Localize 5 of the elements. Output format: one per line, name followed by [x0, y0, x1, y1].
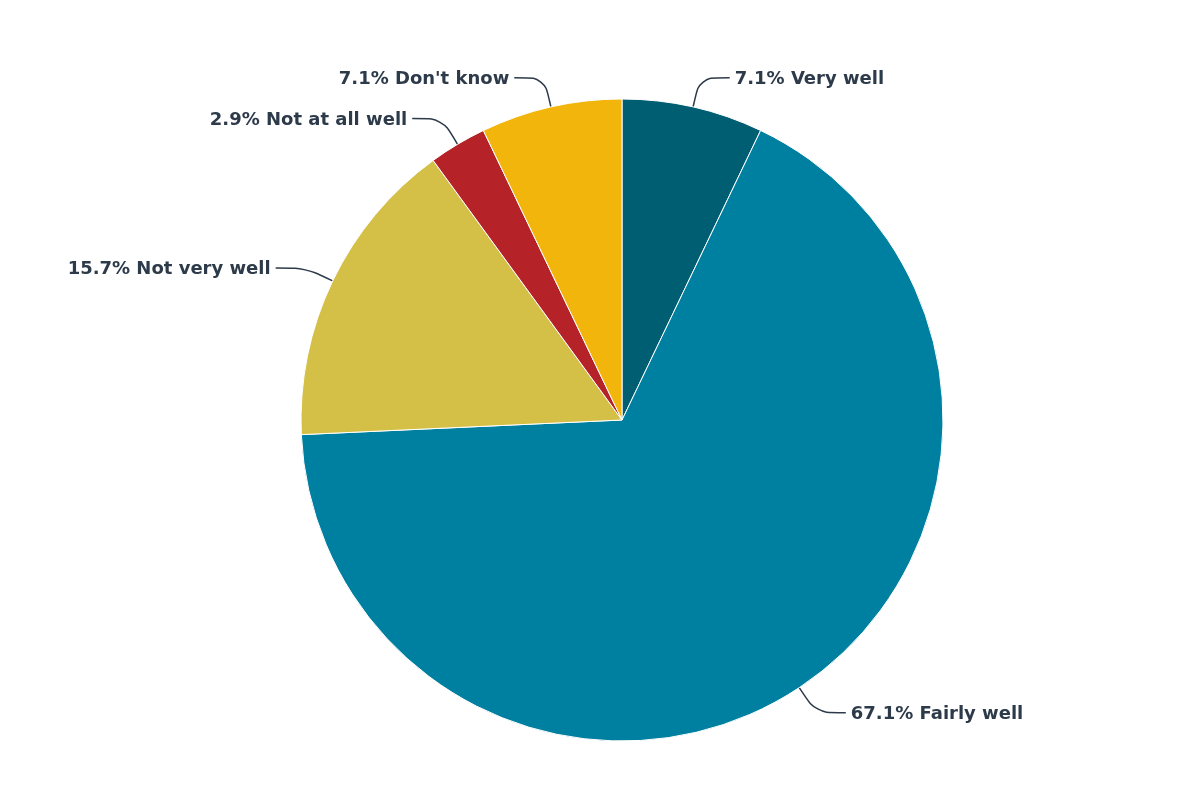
slice-label: 7.1% Don't know: [338, 67, 510, 89]
slice-label: 15.7% Not very well: [67, 257, 271, 279]
slice-label: 67.1% Fairly well: [850, 702, 1024, 724]
slice-label: 7.1% Very well: [734, 67, 885, 89]
slice-label: 2.9% Not at all well: [209, 108, 408, 130]
